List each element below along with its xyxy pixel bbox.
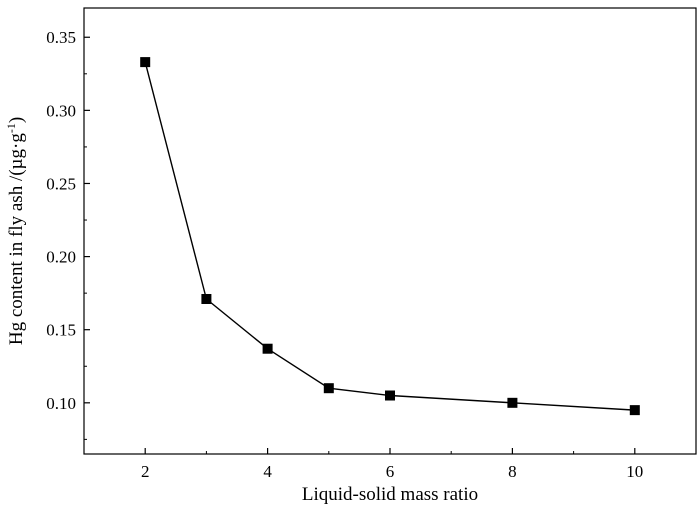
- x-tick-label: 8: [508, 462, 517, 481]
- data-point: [262, 343, 273, 354]
- x-tick-label: 2: [141, 462, 150, 481]
- x-tick-label: 10: [626, 462, 643, 481]
- series-line: [144, 61, 635, 411]
- y-axis-title-superscript: -1: [4, 123, 18, 133]
- y-tick-label: 0.25: [46, 174, 76, 193]
- x-axis-ticks: 2 4 6 8 10: [141, 448, 643, 481]
- y-axis-title: Hg content in fly ash /(µg·g-1): [4, 117, 27, 345]
- y-axis-title-close: ): [6, 117, 27, 123]
- y-axis-ticks: 0.10 0.15 0.20 0.25 0.30 0.35: [46, 28, 90, 440]
- data-point: [140, 57, 151, 68]
- data-point: [629, 405, 640, 416]
- series-markers: [140, 57, 640, 416]
- y-axis-title-main: Hg content in fly ash /(µg·g: [6, 133, 27, 345]
- data-point: [323, 383, 334, 394]
- y-tick-label: 0.30: [46, 101, 76, 120]
- y-tick-label: 0.15: [46, 321, 76, 340]
- y-tick-label: 0.35: [46, 28, 76, 47]
- x-tick-label: 6: [386, 462, 395, 481]
- plot-frame: [83, 7, 697, 455]
- x-tick-label: 4: [263, 462, 272, 481]
- x-axis-title: Liquid-solid mass ratio: [302, 484, 478, 505]
- y-tick-label: 0.20: [46, 248, 76, 267]
- data-point: [201, 293, 212, 304]
- y-tick-label: 0.10: [46, 394, 76, 413]
- data-point: [507, 397, 518, 408]
- data-point: [385, 390, 395, 401]
